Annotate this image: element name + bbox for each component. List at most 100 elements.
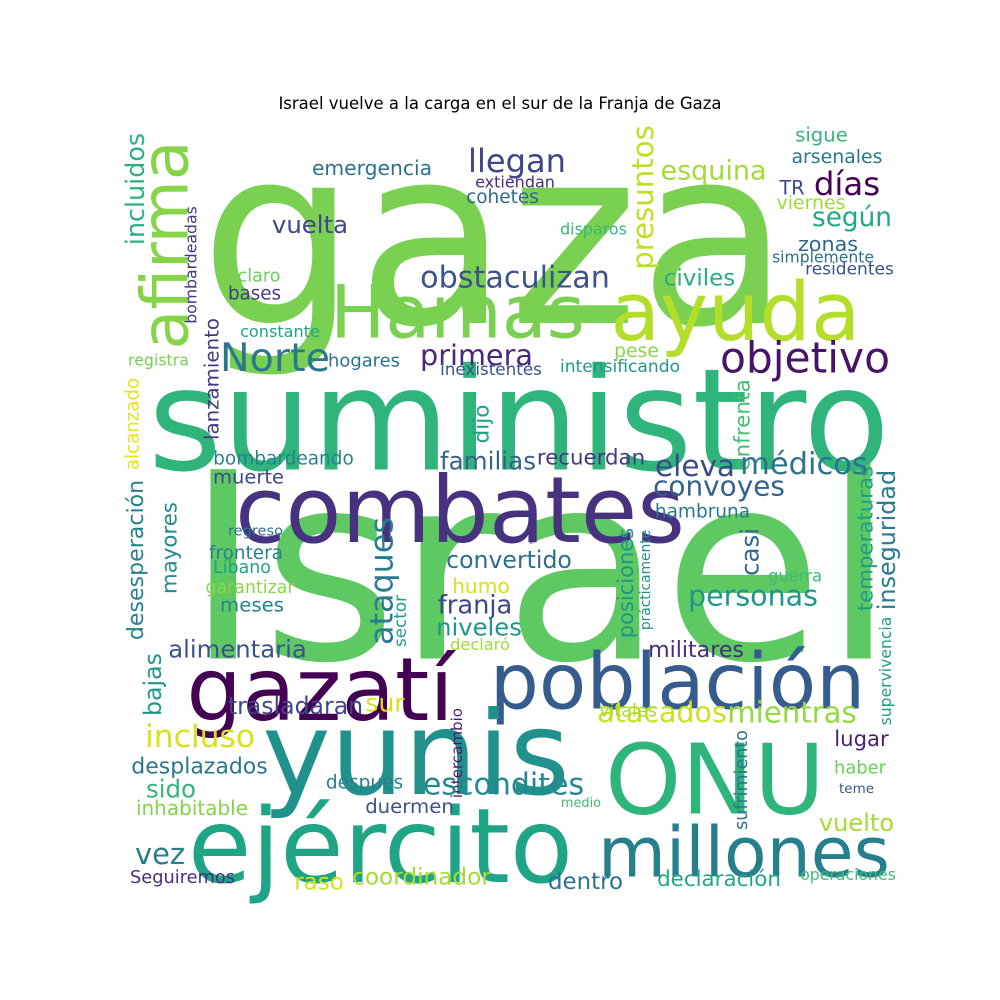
word-medio: medio — [561, 796, 601, 811]
word-millones: millones — [598, 813, 890, 894]
word-alimentaria: alimentaria — [168, 635, 306, 664]
word-libano: Líbano — [213, 558, 271, 578]
word-dijo: dijo — [470, 405, 495, 444]
word-yunis: yunis — [262, 688, 570, 822]
word-sido: sido — [146, 775, 196, 804]
word-hogares: hogares — [328, 351, 400, 372]
word-desplazados: desplazados — [131, 755, 267, 780]
word-garantizar: garantizar — [205, 578, 295, 598]
word-bajas: bajas — [139, 653, 167, 716]
word-viernes: viernes — [777, 192, 846, 214]
word-vuelto: vuelto — [819, 809, 894, 837]
word-personas: personas — [688, 580, 818, 613]
word-convoyes: convoyes — [653, 470, 785, 503]
word-posiciones: posiciones — [614, 528, 638, 638]
word-declaracion: declaración — [657, 867, 781, 892]
word-vuelta: vuelta — [272, 210, 348, 239]
word-guerra: guerra — [768, 567, 822, 586]
word-gaza: gaza — [200, 94, 790, 382]
word-raso: raso — [294, 870, 344, 896]
chart-title: Israel vuelve a la carga en el sur de la… — [278, 94, 722, 113]
word-emergencia: emergencia — [312, 156, 432, 180]
word-mientras: mientras — [727, 696, 857, 730]
word-tr: TR — [779, 177, 805, 200]
word-incluso: incluso — [145, 719, 255, 755]
word-presuntos: presuntos — [626, 125, 660, 270]
word-cohetes: cohetes — [466, 187, 539, 208]
word-sur: sur — [365, 689, 405, 718]
word-coordinador: coordinador — [352, 864, 491, 891]
word-poblacion: población — [490, 638, 866, 728]
word-desesperacion: desesperación — [123, 480, 149, 640]
word-familias: familias — [440, 447, 536, 476]
word-intensificando: intensificando — [560, 357, 680, 377]
word-onu: ONU — [605, 724, 825, 837]
word-inhabitable: inhabitable — [136, 796, 248, 820]
word-inseguridad: inseguridad — [873, 470, 901, 610]
word-lanzamiento: lanzamiento — [201, 318, 224, 440]
word-trasladaran: trasladaran — [228, 692, 363, 720]
word-civiles: civiles — [664, 266, 736, 292]
word-mayores: mayores — [158, 502, 183, 594]
word-casi: casi — [736, 528, 765, 576]
word-ataques: ataques — [364, 517, 401, 645]
word-segun: según — [812, 203, 892, 233]
word-humo: humo — [452, 574, 510, 598]
word-vitales: vitales — [599, 702, 657, 722]
word-disparos: disparos — [560, 220, 627, 239]
word-frontera: frontera — [209, 543, 283, 564]
word-extiendan: extiendan — [475, 173, 555, 192]
word-pese: pese — [614, 341, 659, 362]
word-suministro: suministro — [148, 339, 890, 504]
word-registra: registra — [128, 351, 189, 370]
word-sector: sector — [390, 595, 410, 647]
word-seguiremos: Seguiremos — [130, 867, 235, 888]
word-eleva: eleva — [655, 449, 735, 483]
word-escondites: escondites — [423, 768, 584, 803]
word-inexistentes: inexistentes — [440, 359, 542, 379]
word-bombardeadas: bombardeadas — [182, 206, 201, 324]
word-franja: franja — [438, 591, 513, 621]
word-declaro: declaró — [450, 635, 510, 654]
word-simplemente: simplemente — [772, 249, 874, 267]
word-niveles: niveles — [436, 613, 522, 642]
word-sigue: sigue — [795, 124, 848, 147]
word-teme: teme — [839, 781, 874, 797]
word-gazati: gazatí — [186, 639, 456, 741]
word-militares: militares — [648, 637, 744, 663]
word-regreso: regreso — [228, 523, 283, 540]
word-intercambio: intercambio — [448, 708, 466, 798]
word-arsenales: arsenales — [791, 146, 882, 168]
word-esquina: esquina — [660, 156, 766, 187]
word-claro: claro — [238, 267, 281, 287]
word-dias: días — [814, 165, 880, 203]
word-zonas: zonas — [798, 232, 858, 256]
word-norte: Norte — [220, 335, 330, 381]
word-enfrenta: enfrenta — [731, 379, 756, 471]
word-sufrimiento: sufrimiento — [732, 730, 752, 830]
word-duermen: duermen — [365, 795, 454, 818]
word-lugar: lugar — [834, 726, 889, 751]
word-vez: vez — [135, 837, 185, 871]
word-ejercito: ejército — [188, 787, 573, 907]
word-ayuda: ayuda — [611, 266, 861, 360]
word-operaciones: operaciones — [800, 865, 896, 884]
word-bases: bases — [228, 284, 281, 305]
word-despues: después — [326, 773, 403, 794]
word-bombardeando: bombardeando — [213, 449, 354, 470]
word-constante: constante — [240, 322, 320, 341]
word-medicos: médicos — [740, 447, 868, 482]
word-recuerdan: recuerdan — [537, 446, 645, 471]
word-combates: combates — [235, 457, 685, 564]
word-objetivo: objetivo — [720, 334, 890, 383]
word-llegan: llegan — [468, 142, 566, 180]
word-convertido: convertido — [446, 546, 572, 574]
word-haber: haber — [834, 758, 887, 779]
word-primera: primera — [420, 338, 533, 372]
word-hamas: Hamas — [330, 271, 585, 356]
word-muerte: muerte — [213, 466, 284, 489]
word-supervivencia: supervivencia — [877, 617, 895, 726]
word-dentro: dentro — [548, 869, 623, 895]
word-residentes: residentes — [805, 260, 894, 280]
